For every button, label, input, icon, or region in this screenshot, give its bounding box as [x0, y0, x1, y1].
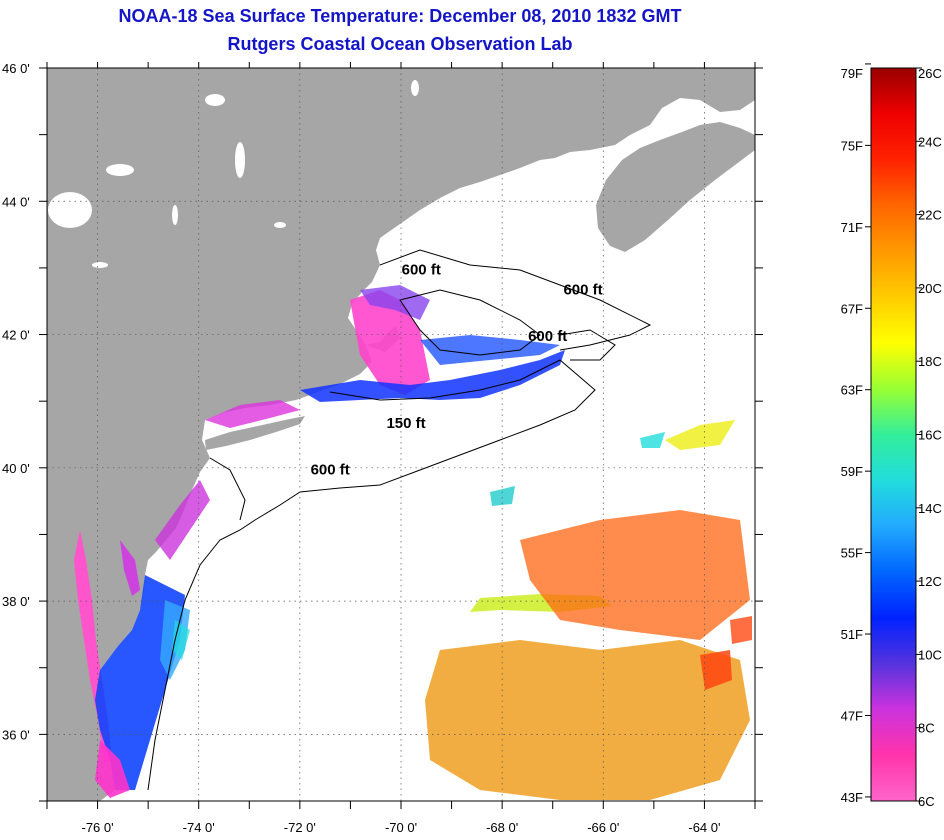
map-title: NOAA-18 Sea Surface Temperature: Decembe…	[118, 6, 682, 26]
contour-label: 600 ft	[528, 328, 567, 345]
lon-tick-label: -72 0'	[284, 820, 316, 835]
colorbar-celsius-label: 6C	[918, 794, 935, 809]
lon-tick-label: -76 0'	[82, 820, 114, 835]
lat-tick-label: 46 0'	[2, 61, 30, 76]
lat-tick-label: 40 0'	[2, 461, 30, 476]
temperature-colorbar: 79F 75F 71F 67F 63F 59F 55F 51F 47F 43F 26C 24C 22C…	[841, 63, 942, 809]
contour-label: 600 ft	[311, 461, 350, 478]
map-subtitle: Rutgers Coastal Ocean Observation Lab	[227, 34, 573, 54]
axis-ticks	[39, 62, 763, 809]
lon-tick-label: -66 0'	[587, 820, 619, 835]
colorbar-gradient	[870, 67, 917, 802]
lat-tick-label: 38 0'	[2, 594, 30, 609]
colorbar-celsius-label: 10C	[918, 647, 942, 662]
colorbar-fahrenheit-label: 75F	[841, 138, 863, 153]
colorbar-fahrenheit-label: 43F	[841, 790, 863, 805]
colorbar-fahrenheit-labels: 79F 75F 71F 67F 63F 59F 55F 51F 47F 43F	[841, 66, 863, 805]
colorbar-celsius-labels: 26C 24C 22C 20C 18C 16C 14C 12C 10C 8C 6C	[918, 66, 942, 809]
contour-label: 150 ft	[386, 415, 425, 432]
sst-coastal-band	[95, 285, 565, 798]
colorbar-fahrenheit-label: 47F	[841, 708, 863, 723]
colorbar-celsius-label: 16C	[918, 428, 942, 443]
lat-tick-label: 42 0'	[2, 328, 30, 343]
colorbar-fahrenheit-label: 79F	[841, 66, 863, 81]
latitude-tick-labels: 46 0' 44 0' 42 0' 40 0' 38 0' 36 0'	[2, 61, 30, 742]
colorbar-celsius-label: 20C	[918, 281, 942, 296]
colorbar-fahrenheit-label: 63F	[841, 383, 863, 398]
lat-tick-label: 36 0'	[2, 727, 30, 742]
map-panel[interactable]: 600 ft 600 ft 600 ft 150 ft 600 ft -76 0' -74…	[2, 61, 763, 835]
delaware-bay	[120, 540, 140, 596]
colorbar-celsius-label: 26C	[918, 66, 942, 81]
lon-tick-label: -68 0'	[486, 820, 518, 835]
longitude-tick-labels: -76 0' -74 0' -72 0' -70 0' -68 0' -66 0' -64 …	[82, 820, 721, 835]
lon-tick-label: -74 0'	[183, 820, 215, 835]
lon-tick-label: -64 0'	[688, 820, 720, 835]
colorbar-celsius-label: 18C	[918, 354, 942, 369]
colorbar-celsius-label: 8C	[918, 721, 935, 736]
colorbar-celsius-label: 22C	[918, 208, 942, 223]
graticule	[47, 68, 755, 801]
contour-label: 600 ft	[402, 262, 441, 279]
colorbar-fahrenheit-label: 59F	[841, 464, 863, 479]
sst-offshore-warm	[425, 420, 752, 800]
colorbar-ticks	[865, 63, 922, 802]
colorbar-fahrenheit-label: 67F	[841, 301, 863, 316]
colorbar-fahrenheit-label: 51F	[841, 627, 863, 642]
colorbar-celsius-label: 14C	[918, 501, 942, 516]
colorbar-fahrenheit-label: 71F	[841, 220, 863, 235]
lat-tick-label: 44 0'	[2, 194, 30, 209]
bathymetry-contours	[147, 249, 652, 791]
long-island-land	[205, 416, 305, 450]
colorbar-celsius-label: 24C	[918, 134, 942, 149]
lon-tick-label: -70 0'	[385, 820, 417, 835]
colorbar-fahrenheit-label: 55F	[841, 546, 863, 561]
mainland-land	[47, 68, 755, 801]
nova-scotia-land	[596, 122, 755, 252]
contour-labels: 600 ft 600 ft 600 ft 150 ft 600 ft	[311, 262, 603, 479]
colorbar-celsius-label: 12C	[918, 574, 942, 589]
contour-label: 600 ft	[563, 282, 602, 299]
